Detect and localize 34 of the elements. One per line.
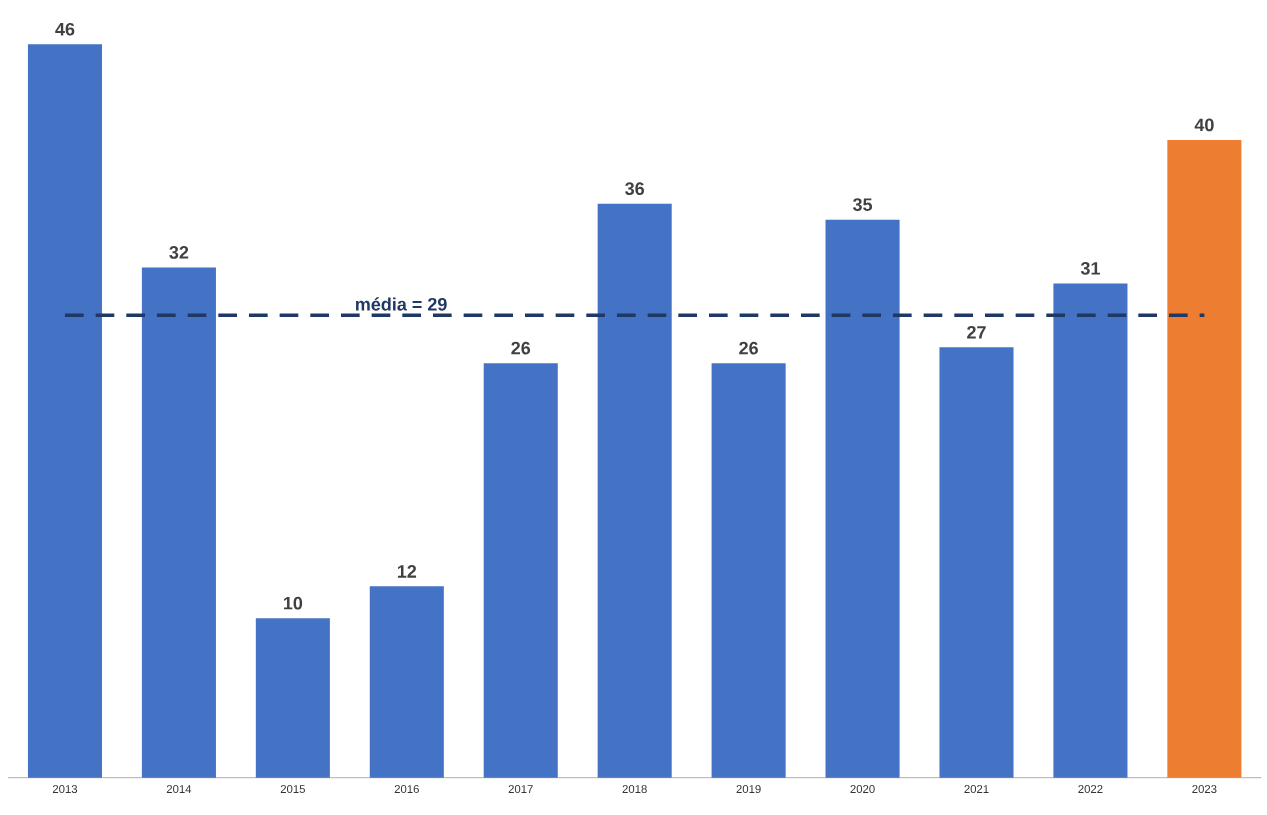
data-label: 40 xyxy=(1194,118,1214,132)
data-label: 26 xyxy=(511,341,531,355)
x-tick-label: 2020 xyxy=(850,785,875,794)
ref-line-label: média = 29 xyxy=(356,297,447,311)
data-label: 36 xyxy=(625,182,645,196)
data-label: 46 xyxy=(55,22,75,36)
bar xyxy=(483,363,558,778)
x-tick-label: 2015 xyxy=(280,785,305,794)
bar xyxy=(369,586,444,778)
data-label: 12 xyxy=(397,565,417,578)
x-tick-label: 2018 xyxy=(622,785,647,794)
x-tick-label: 2023 xyxy=(1192,785,1217,794)
x-tick-label: 2022 xyxy=(1078,785,1103,794)
bar xyxy=(939,347,1014,778)
data-label: 27 xyxy=(967,325,986,339)
x-tick-label: 2014 xyxy=(166,785,192,794)
bar xyxy=(141,267,216,778)
x-tick-label: 2019 xyxy=(736,785,761,794)
data-label: 31 xyxy=(1080,261,1100,275)
x-tick-label: 2021 xyxy=(964,785,989,794)
bar xyxy=(597,203,672,778)
x-tick-label: 2017 xyxy=(508,785,533,794)
bar xyxy=(825,219,900,778)
bar xyxy=(255,618,330,778)
bar xyxy=(1053,283,1128,778)
x-tick-label: 2013 xyxy=(52,785,78,794)
data-label: 26 xyxy=(739,341,758,355)
bar xyxy=(711,363,786,778)
bar xyxy=(27,44,102,778)
bar xyxy=(1167,139,1242,778)
x-tick-label: 2016 xyxy=(394,785,419,794)
data-label: 10 xyxy=(283,596,303,610)
data-label: 32 xyxy=(169,246,189,259)
data-label: 35 xyxy=(852,198,873,211)
